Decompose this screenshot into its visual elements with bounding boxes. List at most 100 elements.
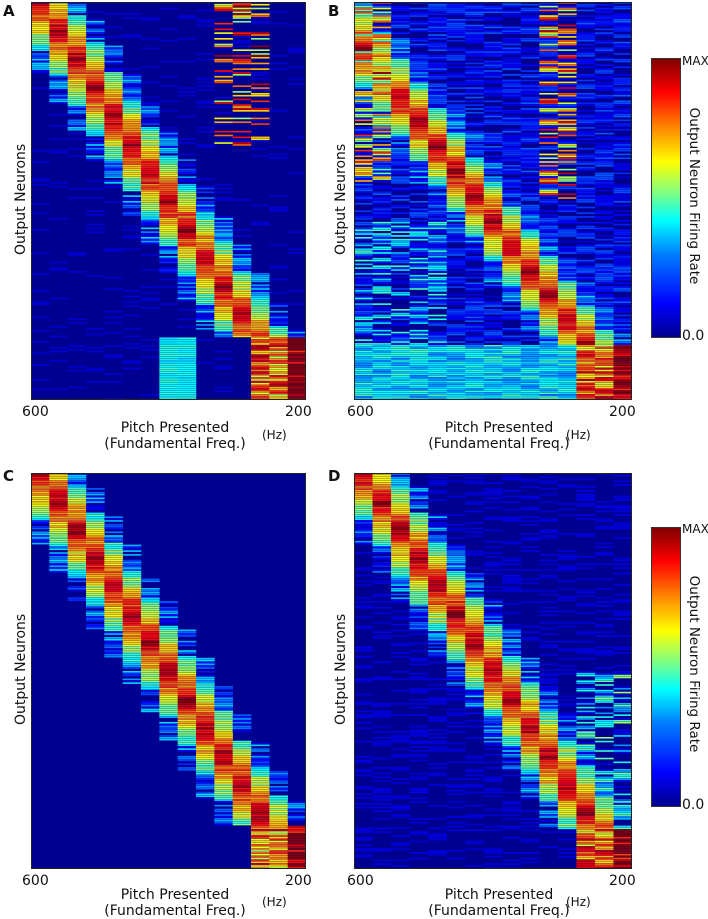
heatmap-cell [483,140,503,142]
heatmap-cell [104,539,123,541]
heatmap-cell [159,180,178,182]
heatmap-cell [86,599,105,601]
heatmap-cell [141,132,160,135]
heatmap-cell [502,362,522,364]
heatmap-cell [104,75,123,78]
heatmap-cell [372,168,392,171]
heatmap-cell [576,53,596,55]
heatmap-cell [177,250,197,252]
heatmap-cell [177,356,197,359]
heatmap-cell [196,282,215,285]
heatmap-cell [409,354,429,357]
heatmap-cell [409,38,429,40]
heatmap-cell [391,227,410,230]
heatmap-cell [141,691,160,694]
heatmap-cell [159,151,178,154]
heatmap-cell [196,208,215,211]
heatmap-cell [576,5,596,8]
heatmap-cell [520,250,540,252]
heatmap-cell [214,271,233,273]
heatmap-cell [104,248,123,250]
heatmap-cell [122,91,142,93]
heatmap-cell [251,786,270,788]
heatmap-cell [141,661,160,664]
heatmap-cell [214,774,233,777]
heatmap-cell [269,780,288,782]
heatmap-cell [141,17,160,19]
heatmap-cell [214,737,233,739]
heatmap-cell [159,706,178,709]
heatmap-cell [594,369,614,372]
heatmap-cell [539,182,559,184]
heatmap-cell [159,174,178,177]
heatmap-cell [49,66,68,69]
heatmap-cell [539,142,559,144]
heatmap-cell [502,223,522,226]
heatmap-cell [594,269,614,271]
heatmap-cell [354,314,373,317]
heatmap-cell [141,163,160,165]
heatmap-cell [177,663,197,666]
heatmap-cell [196,684,215,686]
heatmap-cell [354,367,373,370]
heatmap-cell [409,100,429,103]
heatmap-cell [391,85,410,87]
heatmap-cell [483,303,503,305]
heatmap-cell [428,172,447,175]
heatmap-cell [576,121,596,124]
heatmap-cell [141,108,160,110]
heatmap-cell [446,309,466,311]
heatmap-cell [483,136,503,139]
heatmap-cell [465,125,485,127]
heatmap-cell [613,229,632,232]
heatmap-cell [520,199,540,201]
heatmap-cell [214,818,233,820]
heatmap-cell [86,130,105,133]
heatmap-cell [594,381,614,383]
heatmap-cell [159,348,178,351]
heatmap-cell [287,303,306,305]
heatmap-cell [141,189,160,192]
heatmap-cell [391,138,410,141]
heatmap-cell [613,345,632,347]
heatmap-cell [122,578,142,581]
heatmap-cell [409,363,429,366]
heatmap-cell [251,396,270,398]
heatmap-cell [269,358,288,360]
heatmap-cell [354,49,373,51]
heatmap-cell [177,642,197,645]
colorbar-top-max-label: MAX [682,54,708,68]
heatmap-cell [214,823,233,826]
heatmap-cell [446,388,466,391]
heatmap-cell [67,365,87,368]
heatmap-cell [196,252,215,254]
heatmap-cell [391,163,410,165]
heatmap-cell [446,231,466,233]
heatmap-cell [539,263,559,266]
heatmap-cell [141,648,160,650]
heatmap-cell [483,367,503,370]
heatmap-cell [141,701,160,703]
heatmap-cell [177,197,197,199]
heatmap-cell [214,316,233,319]
heatmap-cell [159,738,178,741]
heatmap-cell [391,199,410,201]
heatmap-cell [214,229,233,232]
heatmap-cell [465,248,485,250]
heatmap-cell [196,185,215,188]
heatmap-cell [483,280,503,283]
heatmap-cell [539,360,559,362]
heatmap-cell [483,185,503,188]
heatmap-cell [214,716,233,718]
heatmap-cell [159,371,178,374]
heatmap-cell [594,238,614,241]
heatmap-cell [214,706,233,709]
heatmap-cell [287,838,306,841]
heatmap-cell [594,365,614,368]
heatmap-cell [104,106,123,108]
heatmap-cell [391,9,410,12]
heatmap-cell [594,212,614,214]
heatmap-cell [446,22,466,25]
heatmap-cell [594,379,614,381]
heatmap-cell [354,17,373,19]
